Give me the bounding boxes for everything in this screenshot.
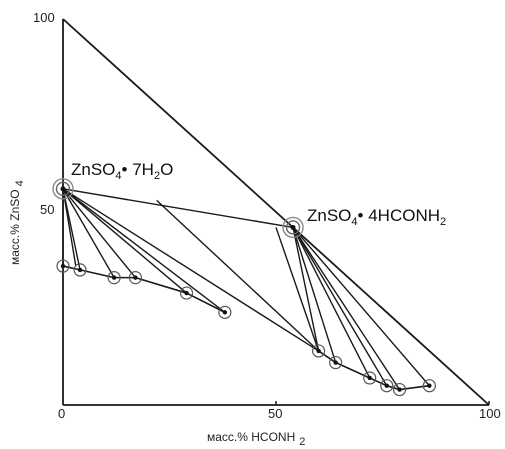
liquid-point	[367, 375, 372, 381]
solid-phase-point	[290, 224, 296, 230]
tie-line	[292, 227, 388, 387]
tie-line	[62, 188, 136, 279]
hypotenuse-edge	[62, 18, 490, 406]
liquid-point	[60, 263, 66, 269]
liquid-point-ring	[392, 382, 407, 397]
x-axis-label: масс.% HCONH 2	[207, 430, 305, 448]
tie-line	[62, 188, 187, 294]
liquid-point-ring	[363, 371, 377, 385]
solubility-curve-segment	[62, 265, 81, 271]
phase-label-zinc-sulfate-formamide: ZnSO4• 4HCONH2	[307, 206, 446, 228]
liquid-point	[133, 275, 138, 280]
tie-line	[292, 227, 371, 379]
liquid-point-ring	[329, 355, 343, 370]
tie-line	[62, 188, 77, 267]
liquid-point-ring	[179, 286, 194, 300]
tie-line	[62, 188, 226, 313]
liquid-point-ring	[107, 271, 121, 285]
solubility-curve-segment	[135, 276, 187, 294]
y-tick-50: 50	[40, 202, 54, 217]
liquid-point	[222, 310, 228, 315]
liquid-point	[77, 267, 83, 273]
liquid-point-ring	[218, 305, 232, 319]
liquid-point-ring	[56, 259, 70, 273]
solubility-curve-segment	[369, 377, 388, 387]
liquid-point-ring	[312, 344, 326, 358]
tie-line	[292, 227, 337, 363]
solubility-curve-segment	[318, 350, 337, 364]
tie-line	[292, 227, 401, 390]
solid-phase-outer-ring	[282, 216, 304, 239]
solubility-curve-segment	[186, 292, 226, 314]
x-tick-0: 0	[58, 406, 65, 421]
connector-line	[62, 188, 294, 229]
tie-line	[292, 227, 320, 352]
solid-phase-ring	[55, 181, 71, 197]
tie-line	[292, 226, 430, 387]
connector-line	[275, 227, 320, 352]
liquid-point	[397, 387, 402, 392]
liquid-point-ring	[380, 379, 394, 393]
phase-label-zinc-sulfate-heptahydrate: ZnSO4• 7H2O	[71, 160, 173, 182]
liquid-point	[427, 383, 432, 388]
liquid-point	[184, 290, 189, 296]
x-tick-100: 100	[479, 406, 501, 421]
solid-phase-ring	[285, 220, 301, 235]
y-axis-label: масс.% ZnSO4	[8, 180, 26, 265]
liquid-point	[333, 360, 338, 365]
liquid-point-ring	[73, 263, 87, 277]
liquid-point	[111, 275, 117, 280]
y-tick-100: 100	[33, 10, 55, 25]
liquid-point-ring	[128, 271, 143, 285]
solubility-curve-segment	[386, 384, 400, 391]
tie-line	[62, 188, 115, 278]
tie-line	[62, 188, 319, 352]
x-tick-50: 50	[268, 406, 282, 421]
liquid-point-ring	[422, 379, 436, 393]
connector-line	[156, 199, 320, 352]
solubility-curve-segment	[399, 384, 430, 391]
solid-phase-point	[60, 186, 66, 192]
liquid-point	[316, 348, 321, 354]
liquid-point	[384, 383, 389, 388]
solid-phase-outer-ring	[52, 178, 74, 200]
